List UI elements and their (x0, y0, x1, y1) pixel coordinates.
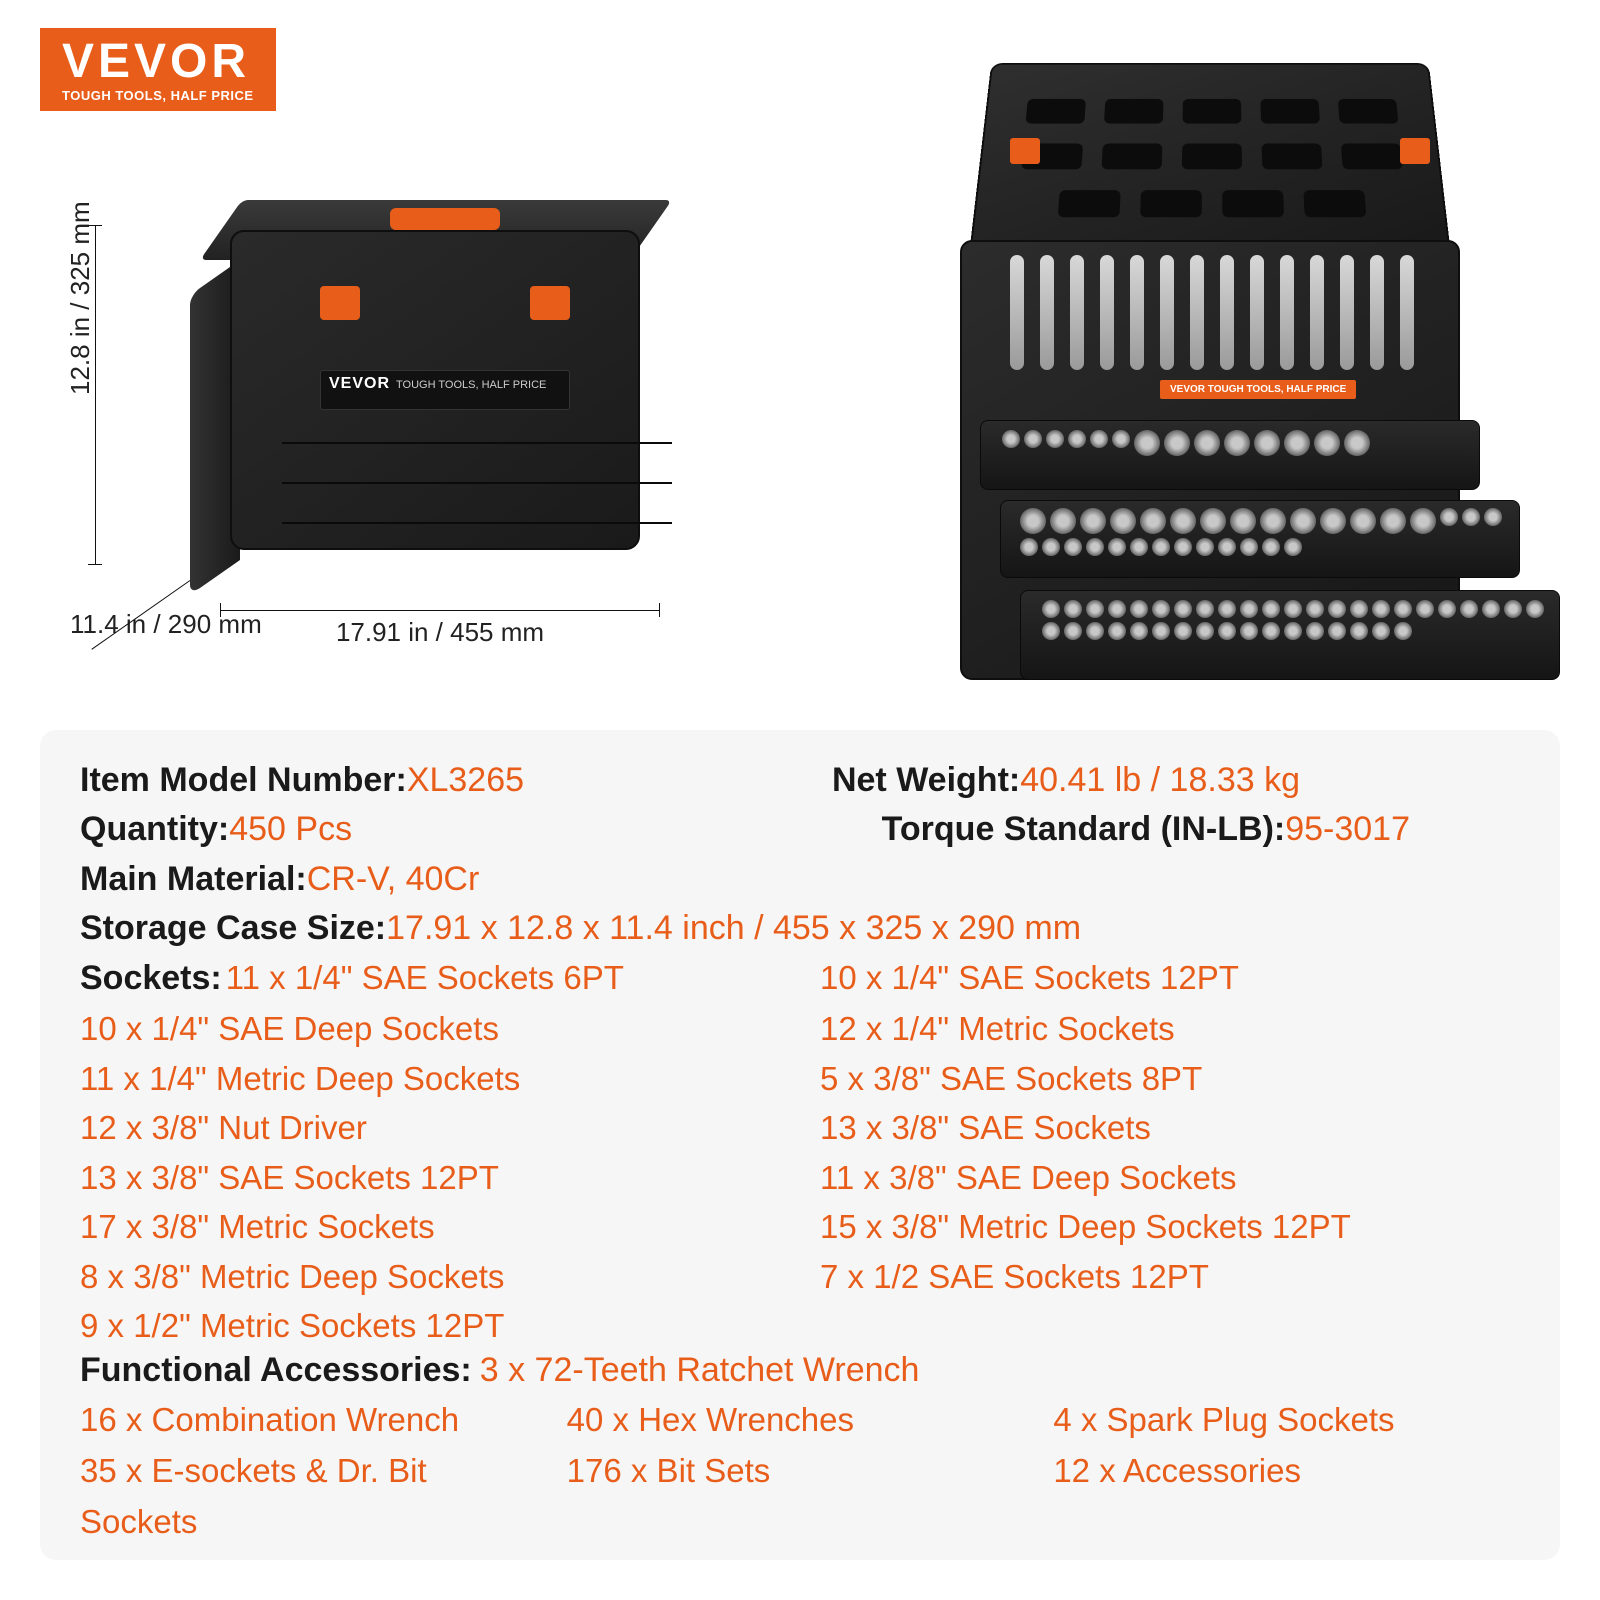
accessory-item: 35 x E-sockets & Dr. Bit Sockets (80, 1445, 547, 1547)
socket-item: 9 x 1/2" Metric Sockets 12PT (80, 1301, 780, 1351)
toolbox-handle (390, 208, 500, 230)
socket-item: 5 x 3/8" SAE Sockets 8PT (820, 1054, 1520, 1104)
socket-item: 11 x 3/8" SAE Deep Sockets (820, 1153, 1520, 1203)
accessory-item: 12 x Accessories (1053, 1445, 1520, 1547)
socket-item: 13 x 3/8" SAE Sockets 12PT (80, 1153, 780, 1203)
socket-item: 12 x 1/4" Metric Sockets (820, 1004, 1520, 1054)
accessory-item: 176 x Bit Sets (567, 1445, 1034, 1547)
specifications-panel: Item Model Number:XL3265 Net Weight:40.4… (40, 730, 1560, 1560)
product-image-area: VEVORTOUGH TOOLS, HALF PRICE 12.8 in / 3… (40, 50, 1560, 710)
sockets-list: Sockets: 11 x 1/4" SAE Sockets 6PT 10 x … (80, 953, 1520, 1351)
socket-item: 13 x 3/8" SAE Sockets (820, 1103, 1520, 1153)
socket-item: 17 x 3/8" Metric Sockets (80, 1202, 780, 1252)
dimension-width: 17.91 in / 455 mm (220, 610, 660, 648)
accessories-header-line: Functional Accessories: 3 x 72-Teeth Rat… (80, 1351, 1520, 1390)
closed-toolbox-illustration: VEVORTOUGH TOOLS, HALF PRICE (190, 190, 660, 570)
spec-row-qty-torque: Quantity:450 Pcs Torque Standard (IN-LB)… (80, 805, 1520, 854)
toolbox-latch (320, 286, 360, 320)
accessory-item: 4 x Spark Plug Sockets (1053, 1394, 1520, 1445)
socket-item: 7 x 1/2 SAE Sockets 12PT (820, 1252, 1520, 1302)
socket-item: 11 x 1/4" Metric Deep Sockets (80, 1054, 780, 1104)
accessories-list: 16 x Combination Wrench 40 x Hex Wrenche… (80, 1394, 1520, 1547)
toolbox-latch (530, 286, 570, 320)
socket-item: 8 x 3/8" Metric Deep Sockets (80, 1252, 780, 1302)
accessory-item: 16 x Combination Wrench (80, 1394, 547, 1445)
toolbox-front-label: VEVORTOUGH TOOLS, HALF PRICE (320, 370, 570, 410)
open-box-brand-label: VEVOR TOUGH TOOLS, HALF PRICE (1160, 380, 1356, 399)
socket-item (820, 1301, 1520, 1351)
socket-item: 15 x 3/8" Metric Deep Sockets 12PT (820, 1202, 1520, 1252)
socket-item: 12 x 3/8" Nut Driver (80, 1103, 780, 1153)
dimension-height: 12.8 in / 325 mm (95, 225, 96, 565)
open-toolbox-illustration: VEVOR TOUGH TOOLS, HALF PRICE (900, 50, 1540, 710)
accessory-item: 40 x Hex Wrenches (567, 1394, 1034, 1445)
spec-row-model-weight: Item Model Number:XL3265 Net Weight:40.4… (80, 756, 1520, 805)
spec-row-material: Main Material:CR-V, 40Cr (80, 855, 1520, 904)
spec-row-case-size: Storage Case Size:17.91 x 12.8 x 11.4 in… (80, 904, 1520, 953)
socket-item: 10 x 1/4" SAE Deep Sockets (80, 1004, 780, 1054)
